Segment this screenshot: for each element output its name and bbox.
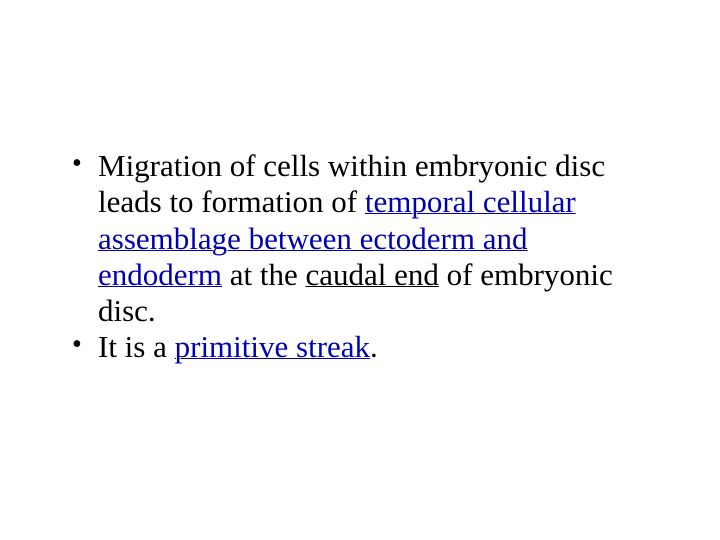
bullet-item-2: It is a primitive streak. [72,329,652,365]
text-run: at the [222,257,306,292]
text-run: . [370,329,378,364]
text-run-underline: caudal end [305,257,438,292]
text-run-highlight: primitive streak [175,329,370,364]
text-run: It is a [98,329,175,364]
bullet-item-1: Migration of cells within embryonic disc… [72,148,652,329]
slide: Migration of cells within embryonic disc… [0,0,720,540]
bullet-list: Migration of cells within embryonic disc… [72,148,652,366]
